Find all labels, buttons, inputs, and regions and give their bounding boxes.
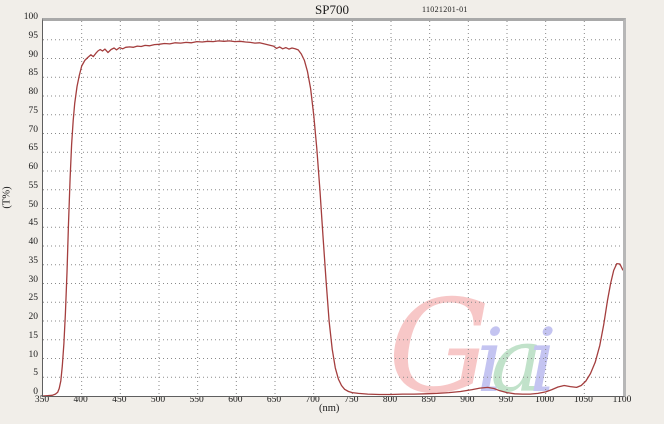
y-tick-label: 85 <box>28 68 39 79</box>
doc-number: 11021201-01 <box>422 5 468 14</box>
y-tick-label: 5 <box>33 368 38 379</box>
x-tick-label: 900 <box>460 395 475 405</box>
y-tick-label: 10 <box>28 349 39 360</box>
x-tick-label: 600 <box>228 395 243 405</box>
x-tick-label: 650 <box>266 395 282 405</box>
y-tick-label: 20 <box>28 312 39 322</box>
x-tick-label: 550 <box>189 395 204 405</box>
y-tick-label: 50 <box>28 199 39 210</box>
y-tick-label: 45 <box>28 218 39 229</box>
plot-area: Giai <box>42 18 626 397</box>
y-tick-label: 55 <box>28 180 39 191</box>
x-tick-label: 750 <box>344 395 359 405</box>
y-tick-label: 60 <box>28 162 39 172</box>
x-tick-label: 800 <box>382 395 398 405</box>
y-tick-label: 90 <box>28 49 39 60</box>
plot-canvas <box>43 21 623 396</box>
y-tick-label: 25 <box>28 293 39 304</box>
x-tick-label: 350 <box>34 395 50 405</box>
y-tick-label: 75 <box>28 105 39 116</box>
x-axis-label: (nm) <box>319 403 340 414</box>
x-tick-label: 450 <box>112 395 127 405</box>
x-tick-label: 500 <box>150 395 166 405</box>
x-tick-label: 950 <box>498 395 514 405</box>
y-tick-label: 70 <box>28 124 39 135</box>
x-tick-label: 1050 <box>573 395 593 405</box>
y-tick-label: 65 <box>28 143 39 154</box>
curve-transmission <box>43 40 623 396</box>
x-tick-label: 1100 <box>612 395 632 405</box>
y-tick-label: 100 <box>23 12 38 22</box>
y-tick-label: 30 <box>28 274 39 285</box>
x-tick-label: 1000 <box>535 395 555 405</box>
y-tick-label: 80 <box>28 87 39 97</box>
x-tick-label: 400 <box>73 395 88 405</box>
x-tick-label: 700 <box>305 395 320 405</box>
y-tick-label: 95 <box>28 30 39 41</box>
x-tick-label: 850 <box>421 395 436 405</box>
y-tick-label: 35 <box>28 255 39 266</box>
y-tick-label: 15 <box>28 330 39 341</box>
y-tick-label: 40 <box>28 237 39 247</box>
y-tick-label: 0 <box>33 387 38 397</box>
chart-title: SP700 <box>315 2 349 17</box>
